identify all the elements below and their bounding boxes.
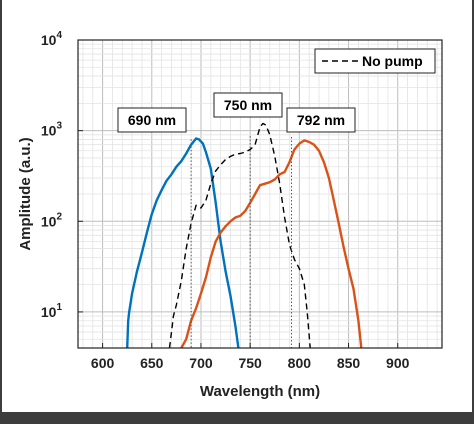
annotation-label-2: 792 nm xyxy=(297,112,345,128)
right-border xyxy=(472,0,474,412)
y-tick-label: 103 xyxy=(41,121,63,139)
x-tick-label: 700 xyxy=(189,355,213,371)
series-line-0 xyxy=(126,137,240,349)
series-line-1 xyxy=(168,122,311,349)
annotation-box-1 xyxy=(213,92,283,118)
x-tick-label: 650 xyxy=(140,355,164,371)
amplitude-spectrum-chart: 600 650 700 750 800 850 900 101 102 103 104 690 nm… xyxy=(17,30,443,400)
bottom-bar xyxy=(0,412,474,424)
series-line-2 xyxy=(180,139,363,349)
y-tick-label: 102 xyxy=(41,211,63,229)
left-border xyxy=(0,0,2,412)
legend: No pump xyxy=(314,48,436,74)
annotation-label-1: 750 nm xyxy=(224,97,272,113)
annotations: 690 nm 750 nm 792 nm xyxy=(117,92,356,133)
y-axis-label: Amplitude (a.u.) xyxy=(17,137,34,250)
x-tick-label: 800 xyxy=(288,355,312,371)
x-tick-label: 900 xyxy=(386,355,410,371)
legend-label: No pump xyxy=(362,53,423,69)
x-tick-label: 850 xyxy=(337,355,361,371)
annotation-box-2 xyxy=(286,107,356,133)
annotation-guides xyxy=(190,136,292,348)
y-tick-label: 104 xyxy=(41,30,63,48)
y-tick-label: 101 xyxy=(41,302,63,320)
x-tick-label: 600 xyxy=(91,355,115,371)
annotation-box-0 xyxy=(117,107,187,133)
series-layer xyxy=(126,122,363,349)
plot-area-border xyxy=(77,39,443,349)
axis-ticks: 600 650 700 750 800 850 900 101 102 103 104 xyxy=(41,30,410,371)
grid xyxy=(78,39,442,349)
x-axis-label: Wavelength (nm) xyxy=(200,383,320,400)
annotation-label-0: 690 nm xyxy=(128,112,176,128)
x-tick-label: 750 xyxy=(238,355,262,371)
